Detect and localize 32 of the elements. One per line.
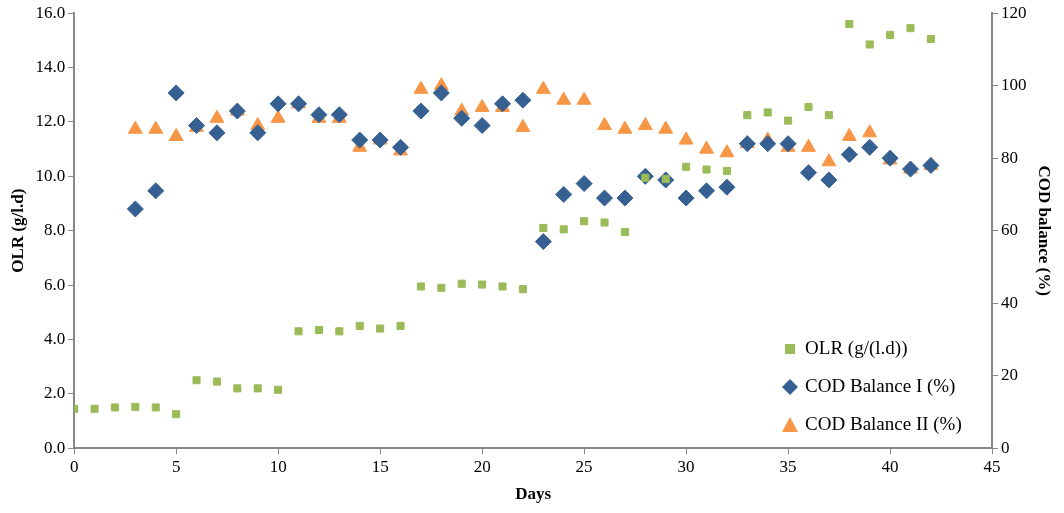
y2-tick-label: 40 xyxy=(1001,292,1019,312)
legend-label: OLR (g/(l.d)) xyxy=(805,337,908,360)
y2-tick-label: 120 xyxy=(1001,2,1027,22)
y-tick-label: 12.0 xyxy=(35,111,66,131)
y2-tick-label: 20 xyxy=(1001,365,1019,385)
x-tick-label: 40 xyxy=(881,456,899,476)
x-axis-title: Days xyxy=(515,484,552,504)
y-tick-label: 2.0 xyxy=(43,383,66,403)
x-tick-label: 5 xyxy=(171,456,181,476)
x-tick-label: 20 xyxy=(473,456,491,476)
x-tick-label: 35 xyxy=(779,456,797,476)
y2-tick-label: 80 xyxy=(1001,147,1019,167)
y-tick-label: 4.0 xyxy=(43,328,66,348)
legend-label: COD Balance II (%) xyxy=(805,413,962,436)
y2-tick-label: 60 xyxy=(1001,220,1019,240)
y-tick-label: 14.0 xyxy=(35,57,66,77)
y-tick-label: 6.0 xyxy=(43,274,66,294)
y-axis-title: OLR (g/l.d) xyxy=(7,188,27,273)
x-tick-label: 25 xyxy=(575,456,593,476)
x-tick-label: 15 xyxy=(371,456,389,476)
x-tick-label: 30 xyxy=(677,456,695,476)
y-tick-label: 16.0 xyxy=(35,2,66,22)
legend-label: COD Balance I (%) xyxy=(805,375,956,398)
x-tick-label: 10 xyxy=(269,456,287,476)
y-tick-label: 8.0 xyxy=(43,220,66,240)
y2-axis-title: COD balance (%) xyxy=(1035,165,1055,296)
y-tick-label: 0.0 xyxy=(43,437,66,457)
x-tick-label: 0 xyxy=(69,456,79,476)
x-tick-label: 45 xyxy=(983,456,1001,476)
y-tick-label: 10.0 xyxy=(35,165,66,185)
y2-tick-label: 100 xyxy=(1001,75,1027,95)
y2-tick-label: 0 xyxy=(1001,437,1010,457)
